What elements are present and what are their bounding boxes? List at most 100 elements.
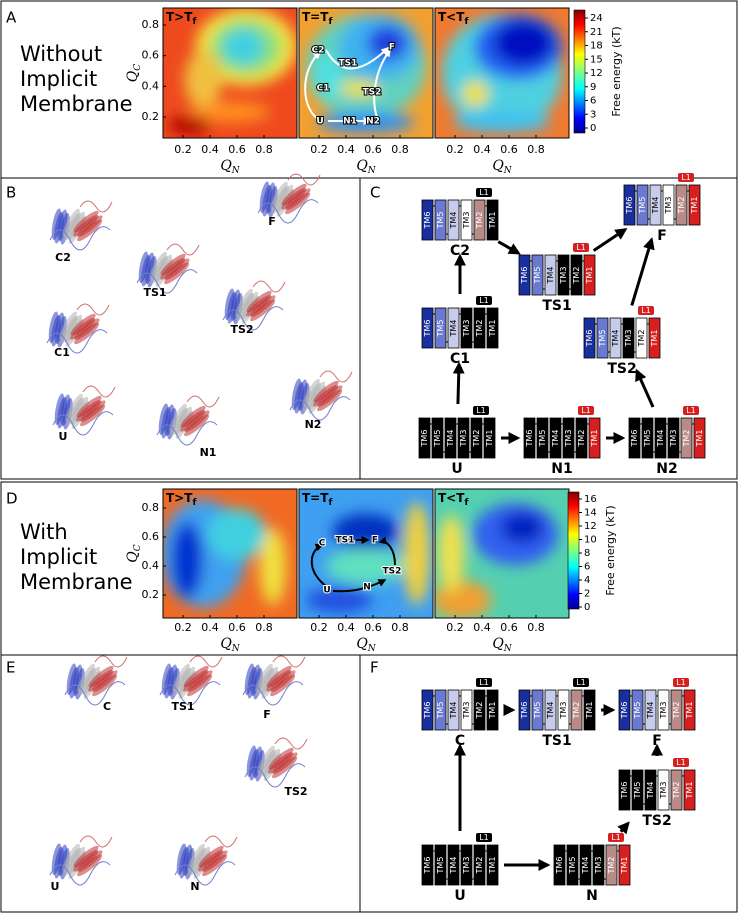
x-label-sub: N [503, 166, 513, 176]
panel-label: C [370, 184, 380, 202]
helix-box [421, 307, 434, 349]
helix [77, 219, 103, 242]
helix-label: TM2 [475, 857, 484, 875]
x-tick-label: 0.6 [364, 621, 382, 634]
helix-box [473, 307, 486, 349]
helix [80, 404, 106, 427]
helix-box [657, 769, 670, 811]
panel-title-sub: f [192, 17, 196, 27]
topology: TM6 TM5 TM4 TM3 TM2 TM1 L1 [618, 678, 696, 731]
helix-label: TM6 [555, 857, 564, 875]
energy-region [189, 101, 271, 123]
x-label-main: Q [356, 636, 368, 652]
helix-label: TM6 [423, 857, 432, 875]
helix-box [570, 254, 583, 296]
helix-label: TM5 [638, 197, 647, 215]
energy-region [305, 587, 373, 613]
heatmap-blobs [168, 8, 297, 135]
helix-label: TM1 [690, 197, 699, 215]
loop-label: L1 [611, 833, 621, 842]
panel-border [162, 488, 298, 619]
helix-box [654, 417, 667, 459]
structure-label: N2 [305, 418, 322, 431]
helix-box [680, 417, 693, 459]
helix-label: TM4 [449, 320, 458, 338]
helix-label: TM5 [568, 857, 577, 875]
helix-box [473, 844, 486, 886]
transition-arrow [617, 821, 630, 835]
topology: TM6 TM5 TM4 TM3 TM2 TM1 L1 [523, 406, 601, 459]
structure-image [52, 385, 116, 436]
x-tick-label: 0.4 [201, 621, 219, 634]
helix-label: TM4 [449, 212, 458, 230]
helix-box [623, 184, 636, 226]
coil [252, 280, 286, 293]
helix-label: TM1 [488, 702, 497, 720]
loop-box [673, 678, 689, 687]
state-label: C [455, 733, 465, 749]
helix-box [431, 417, 444, 459]
helix-label: TM5 [436, 857, 445, 875]
y-axis-label: QC [125, 544, 143, 562]
helix-box [447, 844, 460, 886]
transition-arrow [630, 237, 655, 306]
helix-box [434, 689, 447, 731]
state-label: N [586, 888, 598, 904]
state-annotation: N [363, 583, 371, 593]
helix-label: TM6 [620, 702, 629, 720]
coil [244, 763, 306, 788]
x-label-main: Q [492, 158, 504, 174]
helix-box [486, 307, 499, 349]
coil [242, 681, 304, 706]
helix-box [618, 844, 631, 886]
state-label: U [451, 461, 462, 477]
helix-box [531, 689, 544, 731]
heatmap [435, 8, 569, 138]
transition-arrow [592, 228, 628, 252]
helix-label: TM1 [585, 702, 594, 720]
helix-label: TM1 [485, 430, 494, 448]
x-tick-label: 0.4 [473, 143, 491, 156]
helix-box [473, 689, 486, 731]
structure-image [174, 835, 238, 886]
coil [257, 199, 319, 224]
helix-label: TM1 [695, 430, 704, 448]
helix-box [670, 689, 683, 731]
helix [164, 262, 190, 285]
row-title: With [20, 520, 68, 544]
panel-title-sub: f [464, 17, 468, 27]
helix-box [486, 199, 499, 241]
helix-label: TM2 [672, 702, 681, 720]
state-annotation: C2 [312, 46, 325, 56]
energy-region [453, 112, 551, 133]
helix-box [649, 184, 662, 226]
coil [222, 306, 284, 331]
state-annotation: C1 [317, 84, 330, 94]
panel-border [434, 7, 570, 139]
colorbar-tick-label: 12 [584, 521, 597, 532]
helix [270, 674, 296, 697]
energy-region [315, 53, 342, 106]
helix-label: TM6 [625, 197, 634, 215]
helix-label: TM3 [669, 430, 678, 448]
loop-box [476, 833, 492, 842]
panel-title-sub: f [464, 498, 468, 508]
coil [46, 329, 108, 354]
helix-box [470, 417, 483, 459]
energy-region [184, 50, 222, 109]
helix-label: TM4 [611, 330, 620, 348]
coil [186, 395, 220, 408]
helix-label: TM4 [546, 267, 555, 285]
panel-title-sub: f [192, 498, 196, 508]
coil [272, 655, 306, 668]
coil [49, 861, 111, 886]
y-tick-label: 0.8 [142, 501, 160, 514]
row-title: Implicit [20, 545, 97, 569]
x-tick-label: 0.2 [446, 143, 464, 156]
helix-box [657, 689, 670, 731]
helix-label: TM5 [436, 320, 445, 338]
pathway-arrow [378, 536, 396, 566]
helix-label: TM6 [423, 702, 432, 720]
y-label-sub: C [133, 544, 143, 551]
x-tick-label: 0.8 [255, 143, 273, 156]
